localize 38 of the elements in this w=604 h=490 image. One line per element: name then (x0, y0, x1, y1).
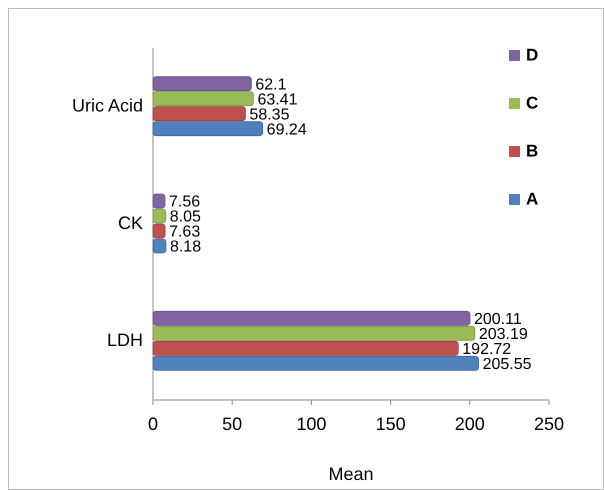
y-tick-label: LDH (106, 330, 143, 350)
bar (152, 356, 479, 371)
bar (152, 91, 254, 106)
data-label: 200.11 (474, 311, 522, 328)
legend-label: A (526, 189, 538, 208)
x-tick-label: 50 (222, 414, 242, 434)
x-tick-label: 150 (376, 414, 406, 434)
bar (152, 238, 166, 254)
data-label: 8.18 (170, 238, 202, 256)
data-label: 192.72 (462, 341, 512, 358)
bar (152, 106, 246, 122)
legend-label: C (526, 93, 538, 112)
data-label: 8.05 (170, 208, 201, 226)
data-label: 62.1 (255, 76, 287, 94)
bar (152, 224, 166, 238)
data-label: 7.56 (168, 194, 200, 211)
x-axis-title: Mean (328, 464, 374, 484)
bar (152, 76, 252, 92)
y-tick-label: CK (118, 212, 143, 233)
legend-label: D (526, 45, 538, 64)
x-tick-label: 100 (296, 414, 326, 434)
legend-label: B (526, 141, 538, 160)
bar (152, 194, 166, 208)
bar (152, 208, 166, 224)
data-label: 7.63 (169, 224, 200, 241)
bar (152, 340, 459, 356)
y-tick-label: Uric Acid (72, 95, 143, 116)
data-label: 205.55 (482, 356, 532, 374)
bar (152, 121, 264, 136)
data-label: 69.24 (266, 121, 307, 138)
x-tick-label: 250 (534, 414, 564, 434)
x-tick-label: 200 (454, 414, 485, 434)
data-label: 58.35 (249, 106, 290, 124)
x-tick-label: 0 (148, 414, 158, 434)
bar (152, 310, 470, 326)
data-label: 203.19 (478, 326, 528, 344)
bar (152, 326, 476, 341)
data-label: 63.41 (257, 91, 298, 108)
